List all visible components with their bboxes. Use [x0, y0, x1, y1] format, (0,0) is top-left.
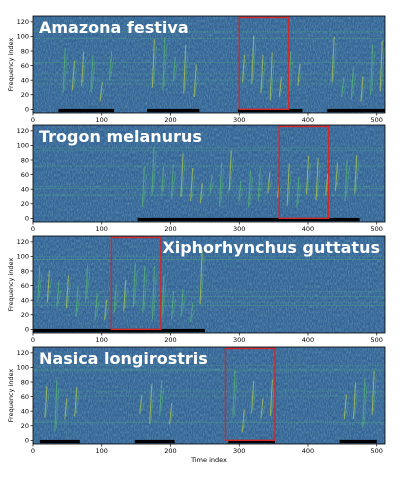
- x-tick-label: 300: [233, 116, 245, 124]
- y-tick-label: 60: [21, 282, 29, 290]
- x-tick-label: 100: [96, 336, 108, 344]
- spectrogram-panel: 0 100 200 300 400 500 0 20 40 60 80 100 120 Frequency…: [7, 235, 386, 344]
- y-tick-label: 60: [21, 393, 29, 401]
- species-title: Nasica longirostris: [39, 349, 208, 368]
- selection-box: [278, 125, 330, 220]
- selection-box: [224, 347, 276, 442]
- x-tick-label: 200: [164, 336, 176, 344]
- y-tick-label: 0: [25, 437, 29, 445]
- axes-frame: [32, 15, 386, 114]
- spectrogram-texture: [33, 347, 385, 444]
- y-tick-label: 120: [17, 127, 29, 135]
- x-tick-label: 500: [371, 447, 383, 455]
- y-tick-label: 40: [21, 76, 29, 84]
- spectrogram-texture: [33, 236, 385, 333]
- x-tick-label: 500: [371, 225, 383, 233]
- x-tick-label: 100: [96, 116, 108, 124]
- axes-frame: [32, 235, 386, 334]
- spectrogram-texture: [33, 16, 385, 113]
- y-tick-label: 100: [17, 364, 29, 372]
- x-tick-label: 100: [96, 447, 108, 455]
- y-tick-label: 120: [17, 238, 29, 246]
- x-axis-label: Time index: [190, 456, 227, 464]
- y-tick-label: 0: [25, 215, 29, 223]
- x-tick-label: 200: [164, 225, 176, 233]
- annotation-segment: [237, 108, 303, 113]
- species-title: Trogon melanurus: [39, 127, 202, 146]
- y-tick-label: 20: [21, 311, 29, 319]
- x-tick-label: 100: [96, 225, 108, 233]
- annotation-segment: [33, 328, 205, 333]
- x-tick-label: 400: [302, 116, 314, 124]
- y-tick-label: 40: [21, 296, 29, 304]
- y-axis-label: Frequency index: [7, 369, 15, 423]
- species-title: Amazona festiva: [39, 18, 189, 37]
- y-axis-label: Frequency index: [7, 258, 15, 312]
- y-tick-label: 100: [17, 253, 29, 261]
- spectrogram-panel: 0 100 200 300 400 500 0 20 40 60 80 100 120 Frequency…: [7, 15, 386, 124]
- species-title: Xiphorhynchus guttatus: [162, 238, 380, 257]
- y-tick-label: 40: [21, 185, 29, 193]
- x-tick-label: 0: [31, 116, 35, 124]
- x-tick-label: 200: [164, 447, 176, 455]
- y-tick-label: 80: [21, 47, 29, 55]
- annotation-segment: [58, 108, 115, 113]
- y-axis-label: Frequency index: [7, 38, 15, 92]
- y-tick-label: 100: [17, 33, 29, 41]
- x-tick-label: 200: [164, 116, 176, 124]
- annotation-segment: [228, 439, 275, 444]
- y-tick-label: 60: [21, 62, 29, 70]
- annotation-segment: [327, 108, 385, 113]
- y-tick-label: 120: [17, 349, 29, 357]
- spectrogram-panel: 0 100 200 300 400 500 0 20 40 60 80 100 120 Trogon me…: [17, 124, 386, 233]
- spectrogram-texture: [33, 125, 385, 222]
- y-tick-label: 0: [25, 106, 29, 114]
- x-tick-label: 300: [233, 225, 245, 233]
- annotation-segment: [39, 439, 80, 444]
- x-tick-label: 300: [233, 447, 245, 455]
- x-tick-label: 0: [31, 225, 35, 233]
- annotation-segment: [137, 217, 360, 222]
- x-tick-label: 500: [371, 336, 383, 344]
- y-tick-label: 60: [21, 171, 29, 179]
- spectrogram-panel: 0 100 200 300 400 500 0 20 40 60 80 100 120 Frequency…: [7, 346, 386, 464]
- x-tick-label: 400: [302, 447, 314, 455]
- x-tick-label: 400: [302, 336, 314, 344]
- x-tick-label: 400: [302, 225, 314, 233]
- y-tick-label: 80: [21, 378, 29, 386]
- annotation-segment: [134, 439, 175, 444]
- y-tick-label: 20: [21, 91, 29, 99]
- axes-frame: [32, 346, 386, 445]
- annotation-segment: [147, 108, 200, 113]
- y-tick-label: 20: [21, 422, 29, 430]
- axes-frame: [32, 124, 386, 223]
- annotation-segment: [339, 439, 377, 444]
- x-tick-label: 300: [233, 336, 245, 344]
- selection-box: [238, 16, 290, 111]
- y-tick-label: 80: [21, 156, 29, 164]
- y-tick-label: 40: [21, 407, 29, 415]
- y-tick-label: 0: [25, 326, 29, 334]
- y-tick-label: 20: [21, 200, 29, 208]
- x-tick-label: 0: [31, 447, 35, 455]
- y-tick-label: 100: [17, 142, 29, 150]
- selection-box: [110, 236, 162, 331]
- x-tick-label: 0: [31, 336, 35, 344]
- x-tick-label: 500: [371, 116, 383, 124]
- y-tick-label: 120: [17, 18, 29, 26]
- y-tick-label: 80: [21, 267, 29, 275]
